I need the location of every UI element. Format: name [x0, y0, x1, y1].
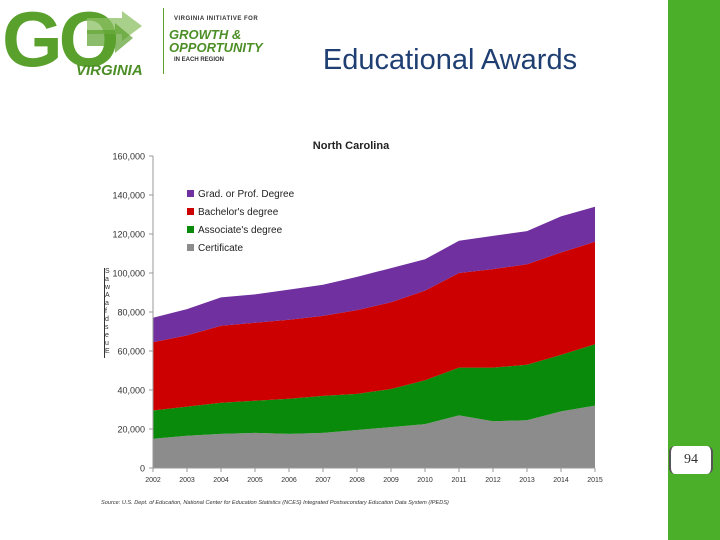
y-tick-label: 20,000	[117, 425, 145, 435]
x-tick-label: 2012	[485, 477, 501, 484]
x-tick-label: 2014	[553, 477, 569, 484]
x-tick-label: 2009	[383, 477, 399, 484]
area-series-2	[153, 344, 595, 439]
legend-swatch	[187, 190, 194, 197]
x-tick-label: 2011	[451, 477, 466, 484]
y-tick-label: 100,000	[112, 269, 145, 279]
slide-title: Educational Awards	[322, 44, 578, 76]
x-tick-label: 2006	[281, 477, 297, 484]
x-tick-label: 2003	[179, 477, 195, 484]
logo-divider	[163, 8, 164, 74]
logo-tagline-2: GROWTH &	[169, 27, 242, 42]
x-tick-label: 2013	[519, 477, 535, 484]
logo-tagline-3: OPPORTUNITY	[169, 40, 263, 55]
legend-label: Bachelor's degree	[198, 207, 279, 218]
chart-panel: North Carolina 0 20,000 40,000 60,000 80,000 1…	[99, 130, 607, 510]
x-tick-label: 2002	[145, 477, 161, 484]
legend-swatch	[187, 244, 194, 251]
y-tick-label: 80,000	[117, 308, 145, 318]
y-tick-label: 120,000	[112, 230, 145, 240]
area-series-1	[153, 405, 595, 468]
y-tick-label: 40,000	[117, 386, 145, 396]
logo-tagline-1: VIRGINIA INITIATIVE FOR	[174, 16, 259, 22]
legend-label: Associate's degree	[198, 225, 283, 236]
y-tick-label: 60,000	[117, 347, 145, 357]
legend-swatch	[187, 208, 194, 215]
legend-label: Grad. or Prof. Degree	[198, 189, 295, 200]
legend-label: Certificate	[198, 243, 243, 254]
x-tick-label: 2004	[213, 477, 229, 484]
go-virginia-logo: GO VIRGINIA VIRGINIA INITIATIVE FOR GROW…	[2, 0, 267, 84]
x-tick-label: 2005	[247, 477, 263, 484]
page-number: 94	[669, 446, 713, 474]
area-chart: North Carolina 0 20,000 40,000 60,000 80,000 1…	[101, 140, 603, 506]
area-series-3	[153, 241, 595, 411]
y-tick-label: 0	[140, 464, 145, 474]
y-tick-label: 140,000	[112, 191, 145, 201]
x-tick-label: 2007	[315, 477, 331, 484]
chart-title: North Carolina	[313, 140, 390, 152]
logo-tagline-4: IN EACH REGION	[174, 57, 225, 63]
x-tick-label: 2015	[587, 477, 603, 484]
chart-source-footnote: Source: U.S. Dept. of Education, Nationa…	[101, 500, 449, 506]
legend-swatch	[187, 226, 194, 233]
logo-virginia-text: VIRGINIA	[76, 62, 143, 79]
y-tick-label: 160,000	[112, 152, 145, 162]
x-tick-label: 2008	[349, 477, 365, 484]
area-series-4	[153, 206, 595, 343]
x-tick-label: 2010	[417, 477, 433, 484]
logo-arrows-icon	[87, 11, 142, 53]
